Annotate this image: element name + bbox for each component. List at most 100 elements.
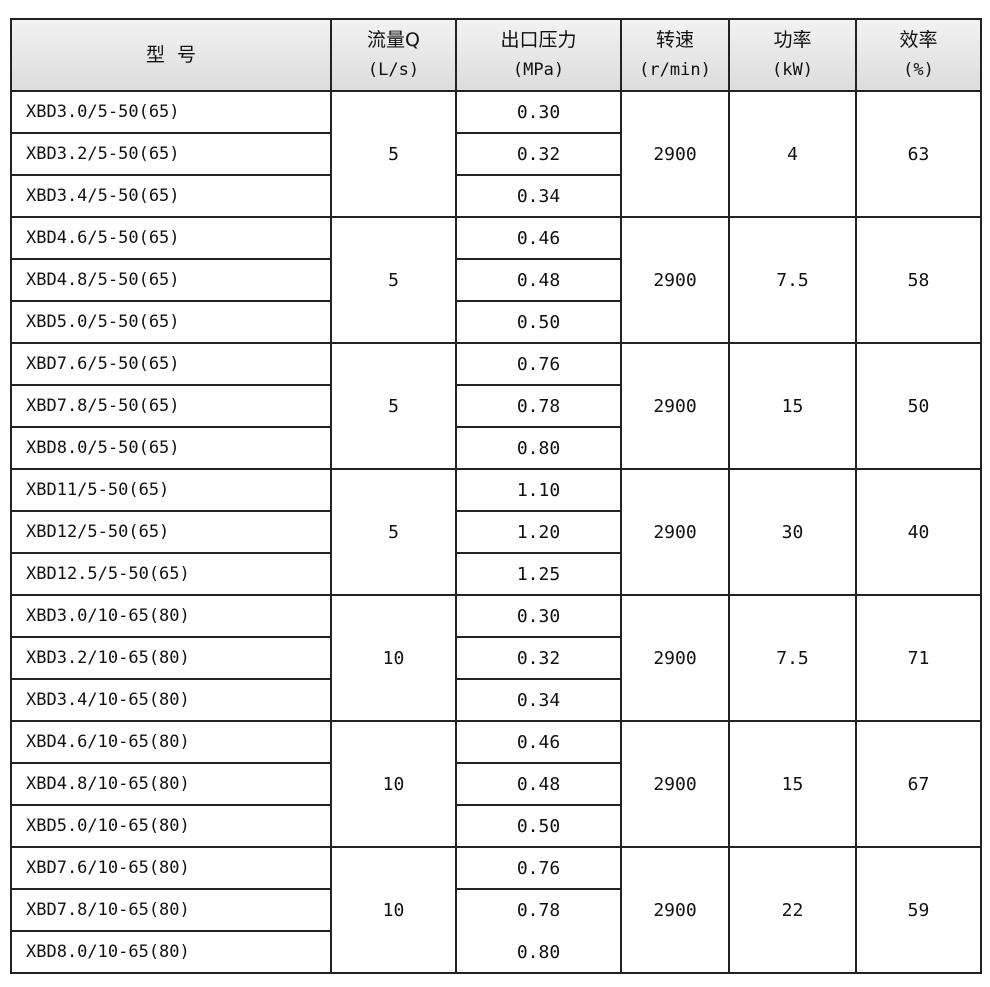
table-row: XBD4.8/10-65(80) 0.48 — [10, 762, 981, 806]
table-row: XBD3.4/5-50(65) 0.34 — [10, 174, 981, 218]
flow-cell: 10 — [330, 846, 457, 974]
table-row: XBD8.0/5-50(65) 0.80 — [10, 426, 981, 470]
table-row: XBD4.8/5-50(65) 0.48 — [10, 258, 981, 302]
flow-cell: 5 — [330, 468, 457, 596]
table-row: XBD8.0/10-65(80) 0.80 — [10, 930, 981, 974]
pressure-cell: 0.32 — [455, 636, 622, 680]
pressure-cell: 0.34 — [455, 174, 622, 218]
header-efficiency: 效率 (%) — [855, 18, 982, 92]
flow-cell: 10 — [330, 594, 457, 722]
table-row: XBD7.6/5-50(65) 5 0.76 2900 15 50 — [10, 342, 982, 470]
model-cell: XBD4.6/5-50(65) — [10, 216, 332, 260]
pressure-cell: 0.32 — [455, 132, 622, 176]
pressure-cell: 0.78 — [455, 384, 622, 428]
model-cell: XBD8.0/5-50(65) — [10, 426, 332, 470]
table-row: XBD7.6/10-65(80) 10 0.76 2900 22 59 — [10, 846, 982, 974]
model-cell: XBD3.2/5-50(65) — [10, 132, 332, 176]
header-efficiency-label: 效率 — [899, 29, 938, 51]
table-row: XBD7.8/5-50(65) 0.78 — [10, 384, 981, 428]
pressure-cell: 0.46 — [455, 216, 622, 260]
model-cell: XBD8.0/10-65(80) — [10, 930, 332, 974]
power-cell: 15 — [728, 720, 857, 848]
flow-cell: 5 — [330, 342, 457, 470]
pressure-cell: 0.50 — [455, 300, 622, 344]
model-cell: XBD3.0/10-65(80) — [10, 594, 332, 638]
pressure-cell: 0.46 — [455, 720, 622, 764]
efficiency-cell: 40 — [855, 468, 982, 596]
header-model: 型 号 — [10, 18, 332, 92]
pump-spec-table: 型 号 流量Q (L/s) 出口压力 (MPa) 转速 (r/min) 功率 (kW) … — [10, 18, 982, 974]
efficiency-cell: 58 — [855, 216, 982, 344]
pressure-cell: 0.34 — [455, 678, 622, 722]
efficiency-cell: 59 — [855, 846, 982, 974]
table-row: XBD12/5-50(65) 1.20 — [10, 510, 981, 554]
header-pressure-unit: (MPa) — [512, 60, 565, 80]
model-cell: XBD3.4/10-65(80) — [10, 678, 332, 722]
model-cell: XBD5.0/10-65(80) — [10, 804, 332, 848]
power-cell: 7.5 — [728, 216, 857, 344]
speed-cell: 2900 — [620, 90, 730, 218]
model-cell: XBD4.8/5-50(65) — [10, 258, 332, 302]
flow-cell: 10 — [330, 720, 457, 848]
table-row: XBD11/5-50(65) 5 1.10 2900 30 40 — [10, 468, 982, 596]
header-power: 功率 (kW) — [728, 18, 857, 92]
table-row: XBD12.5/5-50(65) 1.25 — [10, 552, 981, 596]
header-flow-label: 流量Q — [367, 29, 420, 51]
header-speed-label: 转速 — [655, 29, 694, 51]
pressure-cell: 0.78 — [455, 888, 622, 931]
header-row: 型 号 流量Q (L/s) 出口压力 (MPa) 转速 (r/min) 功率 (kW) … — [10, 18, 982, 92]
power-cell: 22 — [728, 846, 857, 974]
table-row: XBD3.4/10-65(80) 0.34 — [10, 678, 981, 722]
model-cell: XBD12.5/5-50(65) — [10, 552, 332, 596]
header-flow: 流量Q (L/s) — [330, 18, 457, 92]
header-model-label: 型 号 — [145, 44, 197, 66]
pump-spec-table-container: 型 号 流量Q (L/s) 出口压力 (MPa) 转速 (r/min) 功率 (kW) … — [10, 18, 982, 974]
efficiency-cell: 63 — [855, 90, 982, 218]
header-speed: 转速 (r/min) — [620, 18, 730, 92]
model-cell: XBD3.0/5-50(65) — [10, 90, 332, 134]
model-cell: XBD7.6/5-50(65) — [10, 342, 332, 386]
flow-cell: 5 — [330, 216, 457, 344]
speed-cell: 2900 — [620, 342, 730, 470]
table-row: XBD3.2/10-65(80) 0.32 — [10, 636, 981, 680]
pressure-cell: 0.30 — [455, 594, 622, 638]
speed-cell: 2900 — [620, 468, 730, 596]
pressure-cell: 0.50 — [455, 804, 622, 848]
efficiency-cell: 50 — [855, 342, 982, 470]
pressure-cell: 0.76 — [455, 342, 622, 386]
efficiency-cell: 71 — [855, 594, 982, 722]
power-cell: 30 — [728, 468, 857, 596]
table-row: XBD3.0/5-50(65) 5 0.30 2900 4 63 — [10, 90, 982, 218]
power-cell: 4 — [728, 90, 857, 218]
speed-cell: 2900 — [620, 216, 730, 344]
power-cell: 15 — [728, 342, 857, 470]
model-cell: XBD3.4/5-50(65) — [10, 174, 332, 218]
model-cell: XBD7.6/10-65(80) — [10, 846, 332, 890]
pressure-cell: 0.80 — [455, 426, 622, 470]
model-cell: XBD12/5-50(65) — [10, 510, 332, 554]
pressure-cell: 0.48 — [455, 258, 622, 302]
speed-cell: 2900 — [620, 846, 730, 974]
model-cell: XBD11/5-50(65) — [10, 468, 332, 512]
flow-cell: 5 — [330, 90, 457, 218]
pressure-cell: 0.76 — [455, 846, 622, 890]
model-cell: XBD4.6/10-65(80) — [10, 720, 332, 764]
pressure-cell: 0.80 — [455, 931, 622, 974]
pressure-cell: 0.30 — [455, 90, 622, 134]
header-flow-unit: (L/s) — [367, 60, 420, 80]
table-body: XBD3.0/5-50(65) 5 0.30 2900 4 63 XBD3.2/5-50(6… — [10, 90, 982, 974]
model-cell: XBD5.0/5-50(65) — [10, 300, 332, 344]
model-cell: XBD7.8/10-65(80) — [10, 888, 332, 932]
header-efficiency-unit: (%) — [903, 60, 934, 80]
header-power-label: 功率 — [773, 29, 812, 51]
pressure-cell: 1.20 — [455, 510, 622, 554]
header-pressure: 出口压力 (MPa) — [455, 18, 622, 92]
table-row: XBD5.0/10-65(80) 0.50 — [10, 804, 981, 848]
header-power-unit: (kW) — [772, 60, 813, 80]
pressure-cell: 1.25 — [455, 552, 622, 596]
model-cell: XBD7.8/5-50(65) — [10, 384, 332, 428]
table-row: XBD3.0/10-65(80) 10 0.30 2900 7.5 71 — [10, 594, 982, 722]
table-row: XBD3.2/5-50(65) 0.32 — [10, 132, 981, 176]
efficiency-cell: 67 — [855, 720, 982, 848]
pressure-cell: 0.48 — [455, 762, 622, 806]
